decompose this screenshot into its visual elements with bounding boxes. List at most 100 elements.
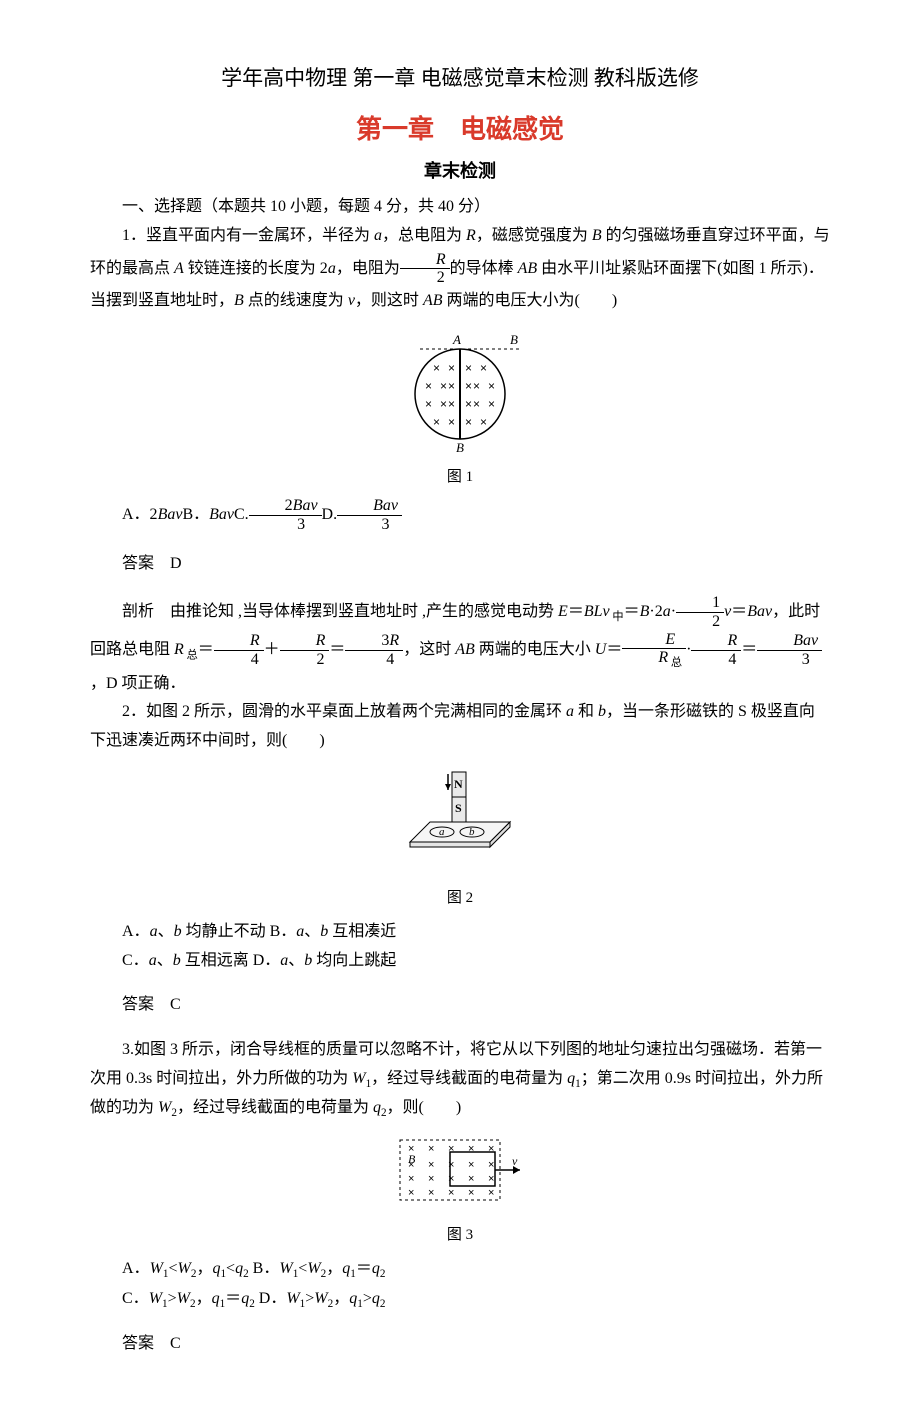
E: E xyxy=(558,603,568,620)
rod-AB: AB xyxy=(518,259,538,276)
q: q xyxy=(241,1290,249,1307)
lt: < xyxy=(226,1260,235,1277)
plus: ＋ xyxy=(264,641,280,658)
t: ，则这时 xyxy=(355,292,423,309)
f: 3R4 xyxy=(345,632,403,668)
q2: q xyxy=(373,1099,381,1116)
eq: ＝ xyxy=(606,641,622,658)
n: 1 xyxy=(676,594,724,613)
page-header: 学年高中物理 第一章 电磁感觉章末检测 教科版选修 xyxy=(90,60,830,98)
n: 2Bav xyxy=(249,497,322,516)
svg-text:×: × xyxy=(488,379,495,393)
q: q xyxy=(235,1260,243,1277)
d: 4 xyxy=(214,651,264,669)
C: C． xyxy=(122,1290,149,1307)
W2: W xyxy=(158,1099,171,1116)
lbl: 剖析 xyxy=(122,603,170,620)
q1-figure: A B B ×××× ×××××× ×××××× ×××× xyxy=(90,322,830,463)
n: Bav xyxy=(757,632,822,651)
a: a xyxy=(150,923,158,940)
optD: D. xyxy=(322,506,338,523)
num: R xyxy=(400,251,450,270)
f: Bav3 xyxy=(757,632,822,668)
t: 、 xyxy=(158,923,174,940)
A: A． xyxy=(122,1260,150,1277)
q3-stem: 3.如图 3 所示，闭合导线框的质量可以忽略不计，将它从以下列图的地址匀速拉出匀… xyxy=(90,1036,830,1123)
q2-fig-caption: 图 2 xyxy=(90,885,830,912)
q: q xyxy=(372,1260,380,1277)
t: 、 xyxy=(288,952,304,969)
gt: > xyxy=(363,1290,372,1307)
R: R xyxy=(174,641,184,658)
t: 、 xyxy=(157,952,173,969)
var-a2: a xyxy=(328,259,336,276)
svg-text:×: × xyxy=(448,1159,454,1171)
var-v: v xyxy=(348,292,355,309)
a: a xyxy=(663,603,671,620)
c: ， xyxy=(333,1290,349,1307)
q2-options-line2: C．a、b 互相远离 D．a、b 均向上跳起 xyxy=(90,947,830,976)
svg-text:N: N xyxy=(454,777,463,791)
svg-text:×: × xyxy=(428,1173,434,1185)
c: ， xyxy=(326,1260,342,1277)
q1-analysis: 剖析 由推论知 ,当导体棒摆到竖直地址时 ,产生的感觉电动势 E＝BLv 中＝B… xyxy=(90,594,830,698)
W: W xyxy=(149,1290,162,1307)
t: 铰链连接的长度为 2 xyxy=(184,259,328,276)
eq: ＝ xyxy=(731,603,747,620)
svg-text:B: B xyxy=(456,440,464,452)
svg-text:×: × xyxy=(448,1187,454,1199)
rod-AB2: AB xyxy=(423,292,443,309)
d: R 总 xyxy=(622,649,686,670)
R: R xyxy=(658,649,668,666)
C: C． xyxy=(122,952,149,969)
q1-answer: 答案 D xyxy=(90,550,830,579)
t: 1．竖直平面内有一金属环，半径为 xyxy=(122,227,374,244)
q3-figure: ××××× ××××× ××××× ××××× B v xyxy=(90,1130,830,1221)
fig1-svg: A B B ×××× ×××××× ×××××× ×××× xyxy=(390,322,530,452)
svg-text:×: × xyxy=(488,1173,494,1185)
q2-options-line1: A．a、b 均静止不动 B．a、b 互相凑近 xyxy=(90,918,830,947)
svg-text:a: a xyxy=(439,826,445,838)
eq: ＝ xyxy=(329,641,345,658)
q: q xyxy=(212,1290,220,1307)
W1: W xyxy=(352,1070,365,1087)
svg-text:×: × xyxy=(433,415,440,429)
var-a: a xyxy=(374,227,382,244)
svg-text:×: × xyxy=(428,1187,434,1199)
t: Bav xyxy=(158,506,183,523)
svg-text:v: v xyxy=(512,1154,518,1168)
t: 均向上跳起 xyxy=(312,952,396,969)
q2-figure: a b N S xyxy=(90,762,830,883)
s: 2 xyxy=(380,1298,386,1310)
svg-text:×: × xyxy=(468,1143,474,1155)
d: 3 xyxy=(249,516,322,534)
W: W xyxy=(307,1260,320,1277)
svg-text:×: × xyxy=(428,1143,434,1155)
d: 2 xyxy=(280,651,330,669)
d: 3 xyxy=(337,516,402,534)
t: ，经过导线截面的电荷量为 xyxy=(371,1070,567,1087)
t: Bav xyxy=(209,506,234,523)
svg-text:×: × xyxy=(465,397,472,411)
t: ，D 项正确． xyxy=(90,675,186,692)
svg-text:×: × xyxy=(465,379,472,393)
s: 2 xyxy=(380,1269,386,1281)
t: 均静止不动 B． xyxy=(182,923,297,940)
pt-A: A xyxy=(174,259,184,276)
svg-text:×: × xyxy=(440,397,447,411)
ans: C xyxy=(170,1335,181,1352)
fig3-svg: ××××× ××××× ××××× ××××× B v xyxy=(380,1130,540,1210)
n: R xyxy=(280,632,330,651)
t: 两端的电压大小为( ) xyxy=(442,292,617,309)
ans: D xyxy=(170,555,182,572)
svg-text:×: × xyxy=(428,1159,434,1171)
n: Bav xyxy=(337,497,402,516)
svg-text:×: × xyxy=(488,397,495,411)
t: 互相远离 D． xyxy=(181,952,281,969)
W: W xyxy=(178,1260,191,1277)
svg-text:×: × xyxy=(465,415,472,429)
q3-options-line1: A．W1<W2，q1<q2 B．W1<W2，q1＝q2 xyxy=(90,1255,830,1284)
f: R4 xyxy=(691,632,741,668)
W: W xyxy=(314,1290,327,1307)
svg-text:×: × xyxy=(468,1187,474,1199)
